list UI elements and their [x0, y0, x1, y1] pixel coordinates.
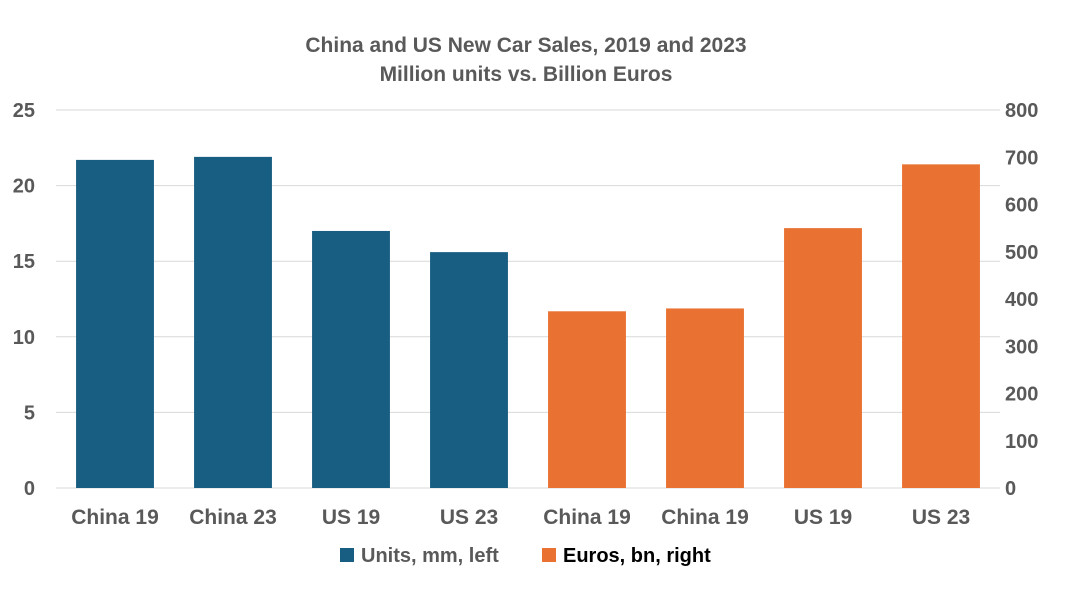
right-tick-label: 200: [1005, 384, 1038, 406]
category-label: China 19: [71, 506, 159, 529]
category-label: US 19: [794, 506, 852, 529]
category-label: China 19: [661, 506, 749, 529]
right-tick-label: 800: [1005, 100, 1038, 122]
chart-subtitle: Million units vs. Billion Euros: [380, 63, 673, 86]
left-tick-label: 20: [13, 176, 35, 198]
right-tick-label: 0: [1005, 478, 1016, 500]
left-tick-label: 0: [24, 478, 35, 500]
right-tick-label: 500: [1005, 242, 1038, 264]
right-tick-label: 400: [1005, 289, 1038, 311]
left-tick-label: 5: [24, 402, 35, 424]
bar-units: [76, 159, 154, 488]
left-axis: 0 5 10 15 20 25: [13, 100, 35, 500]
legend-label: Euros, bn, right: [563, 545, 711, 567]
left-tick-label: 25: [13, 100, 35, 122]
left-tick-label: 10: [13, 327, 35, 349]
bar-euros: [902, 164, 980, 488]
bar-units: [430, 252, 508, 488]
bar-euros: [548, 311, 626, 488]
right-axis: 0 100 200 300 400 500 600 700 800: [1005, 100, 1038, 500]
bar-euros: [666, 308, 744, 488]
bar-units: [194, 156, 272, 488]
bar-units: [312, 230, 390, 488]
right-tick-label: 300: [1005, 336, 1038, 358]
legend: Units, mm, left Euros, bn, right: [340, 545, 711, 567]
legend-swatch: [340, 548, 354, 562]
right-tick-label: 700: [1005, 147, 1038, 169]
x-axis: China 19 China 23 US 19 US 23 China 19 China …: [71, 506, 970, 529]
category-label: China 19: [543, 506, 631, 529]
legend-swatch: [542, 548, 556, 562]
left-tick-label: 15: [13, 251, 35, 273]
category-label: US 23: [912, 506, 970, 529]
right-tick-label: 100: [1005, 431, 1038, 453]
category-label: US 23: [440, 506, 498, 529]
legend-label: Units, mm, left: [361, 545, 499, 567]
category-label: China 23: [189, 506, 277, 529]
bar-euros: [784, 228, 862, 488]
chart-title: China and US New Car Sales, 2019 and 202…: [305, 34, 746, 57]
bars: [76, 156, 980, 488]
right-tick-label: 600: [1005, 195, 1038, 217]
category-label: US 19: [322, 506, 380, 529]
